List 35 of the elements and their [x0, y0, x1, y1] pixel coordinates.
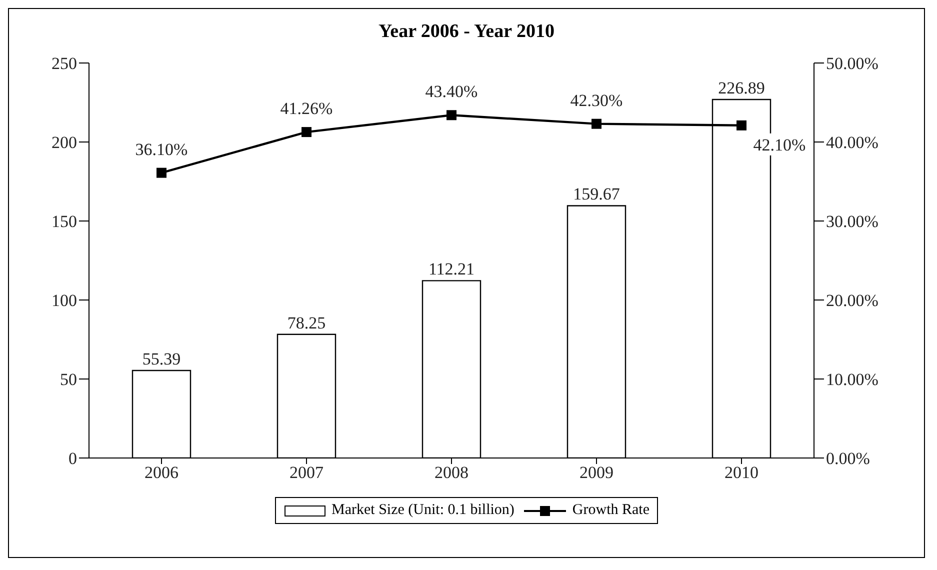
data-label: 42.30%: [570, 90, 623, 110]
y2-tick-label: 30.00%: [826, 212, 878, 232]
data-label: 43.40%: [425, 82, 478, 102]
point: [156, 168, 166, 178]
point: [592, 118, 602, 129]
y2-tick-label: 10.00%: [826, 370, 878, 390]
point: [302, 127, 312, 138]
x-tick-label: 2006: [144, 463, 178, 482]
y2-tick-label: 50.00%: [826, 54, 878, 74]
x-tick-label: 2009: [580, 463, 614, 482]
data-label: 41.26%: [280, 99, 333, 118]
y-tick-label: 250: [52, 54, 77, 74]
point: [736, 120, 746, 130]
data-label: 226.89: [718, 78, 765, 98]
y2-tick-label: 20.00%: [826, 291, 878, 310]
data-label: 78.25: [287, 313, 326, 332]
data-label: 42.10%: [753, 135, 806, 154]
legend-label: Growth Rate: [572, 502, 650, 519]
point: [446, 110, 456, 120]
data-label: 55.39: [142, 349, 181, 368]
y2-tick-label: 0.00%: [826, 449, 870, 468]
y2-tick-label: 40.00%: [826, 133, 878, 152]
chart-title: Year 2006 - Year 2010: [378, 21, 556, 43]
legend-label: Market Size (Unit: 0.1 billion): [332, 502, 514, 519]
x-tick-label: 2010: [724, 463, 758, 482]
x-tick-label: 2007: [290, 463, 324, 482]
data-label: 36.10%: [135, 140, 188, 159]
y-tick-label: 0: [68, 449, 77, 468]
y-tick-label: 150: [52, 212, 77, 232]
y-tick-label: 50: [60, 370, 77, 390]
data-label: 112.21: [428, 260, 475, 279]
x-tick-label: 2008: [434, 463, 468, 482]
data-label: 159.67: [573, 184, 620, 204]
y-tick-label: 100: [52, 291, 77, 310]
y-tick-label: 200: [52, 133, 77, 152]
